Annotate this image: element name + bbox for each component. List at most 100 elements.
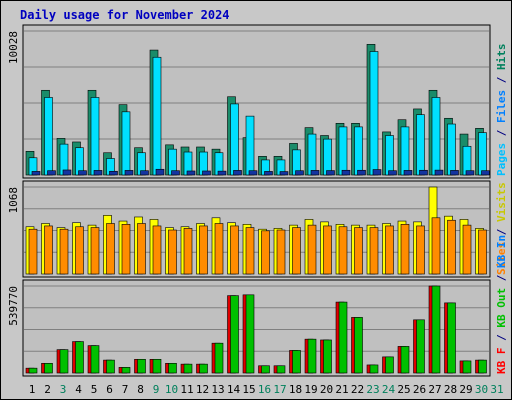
bar-sites-sites-day-11	[183, 228, 193, 275]
legend-item-kbytes-1: /	[495, 274, 508, 288]
bar-hits-files-day-15	[245, 115, 255, 176]
bar-hits-pages-day-11	[186, 170, 196, 176]
bar-kbytes-kb-out-day-1	[28, 367, 38, 374]
panel-hits-legend: Pages / Files / Hits	[495, 44, 508, 177]
bar-kbytes-kb-out-day-2	[44, 363, 53, 374]
panel-sites-legend: Sites / Visits	[495, 182, 508, 275]
bar-hits-pages-day-24	[388, 170, 397, 176]
bar-hits-pages-day-3	[62, 169, 72, 176]
bar-hits-pages-day-28	[450, 170, 459, 176]
bar-kbytes-kb-out-day-8	[137, 358, 146, 374]
bar-hits-pages-day-27	[434, 169, 444, 176]
bar-kbytes-kb-out-day-14	[230, 295, 239, 374]
day-label-19: 19	[304, 383, 317, 396]
bar-sites-sites-day-3	[59, 228, 69, 275]
bar-sites-sites-day-9	[152, 225, 162, 275]
bar-hits-pages-day-10	[171, 170, 180, 176]
bar-sites-sites-day-10	[168, 229, 177, 275]
bar-hits-pages-day-7	[124, 170, 134, 176]
bar-hits-files-day-26	[416, 114, 425, 176]
bar-sites-sites-day-22	[354, 227, 363, 275]
legend-item-kbytes-4: KB F	[495, 348, 508, 375]
bar-hits-pages-day-21	[341, 169, 351, 176]
legend-item-kbytes-2: KB Out	[495, 288, 508, 334]
chart-title: Daily usage for November 2024	[20, 8, 230, 22]
bar-sites-sites-day-15	[245, 227, 255, 275]
day-label-13: 13	[211, 383, 224, 396]
bar-hits-pages-day-20	[326, 170, 335, 176]
bar-hits-files-day-22	[354, 126, 363, 176]
bar-kbytes-kb-out-day-18	[292, 350, 301, 374]
bar-hits-pages-day-8	[140, 170, 149, 176]
bar-kbytes-kb-out-day-24	[385, 356, 394, 374]
bar-hits-files-day-30	[478, 132, 487, 176]
bar-kbytes-kb-out-day-9	[152, 358, 162, 374]
bar-hits-files-day-28	[447, 123, 456, 176]
legend-item-kbytes-0: KB In	[495, 235, 508, 275]
bar-hits-files-day-9	[152, 56, 162, 176]
day-label-2: 2	[44, 383, 51, 396]
bar-kbytes-kb-out-day-22	[354, 317, 363, 374]
day-label-6: 6	[106, 383, 113, 396]
bar-sites-sites-day-7	[121, 224, 131, 275]
panel-hits-background	[22, 24, 491, 179]
day-label-15: 15	[242, 383, 255, 396]
bar-sites-sites-day-23	[369, 227, 379, 275]
day-label-9: 9	[153, 383, 160, 396]
day-label-3: 3	[60, 383, 67, 396]
bar-kbytes-kb-out-day-19	[307, 338, 317, 374]
bar-hits-pages-day-17	[279, 171, 289, 176]
bar-hits-pages-day-13	[217, 170, 227, 176]
bar-sites-sites-day-12	[199, 225, 208, 275]
bar-kbytes-kb-out-day-13	[214, 342, 224, 374]
bar-hits-pages-day-2	[47, 170, 56, 176]
legend-item-hits-4: Pages	[495, 143, 508, 176]
day-label-18: 18	[289, 383, 302, 396]
bar-kbytes-kb-out-day-17	[276, 365, 286, 374]
bar-hits-files-day-2	[44, 97, 53, 176]
bar-sites-sites-day-14	[230, 225, 239, 275]
day-label-21: 21	[335, 383, 348, 396]
bar-kbytes-kb-out-day-21	[338, 301, 348, 374]
bar-sites-sites-day-5	[90, 227, 100, 275]
day-label-24: 24	[382, 383, 396, 396]
bar-kbytes-kb-out-day-28	[447, 302, 456, 374]
bar-hits-pages-day-25	[403, 170, 413, 176]
bar-sites-sites-day-19	[307, 224, 317, 275]
legend-item-hits-1: /	[495, 76, 508, 90]
panel-kbytes-background	[22, 279, 491, 377]
bar-hits-files-day-14	[230, 103, 239, 176]
legend-item-hits-2: Files	[495, 90, 508, 130]
bar-kbytes-kb-out-day-4	[75, 341, 84, 374]
legend-item-hits-0: Hits	[495, 44, 508, 77]
day-label-11: 11	[180, 383, 193, 396]
bar-hits-pages-day-14	[233, 170, 242, 176]
bar-kbytes-kb-out-day-27	[431, 285, 441, 374]
bar-kbytes-kb-out-day-25	[400, 346, 410, 374]
legend-item-hits-3: /	[495, 129, 508, 143]
bar-hits-files-day-25	[400, 126, 410, 176]
day-label-25: 25	[397, 383, 410, 396]
bar-hits-pages-day-1	[31, 171, 41, 176]
bar-sites-sites-day-26	[416, 225, 425, 275]
bar-sites-sites-day-17	[276, 229, 286, 275]
panel-sites-background	[22, 180, 491, 278]
legend-item-sites-0: Visits	[495, 182, 508, 228]
bar-sites-sites-day-27	[431, 217, 441, 275]
bar-kbytes-kb-out-day-11	[183, 363, 193, 374]
legend-item-sites-2: Sites	[495, 242, 508, 275]
bar-kbytes-kb-out-day-15	[245, 294, 255, 374]
day-label-31: 31	[490, 383, 503, 396]
bar-hits-files-day-27	[431, 97, 441, 176]
day-label-28: 28	[444, 383, 457, 396]
bar-sites-sites-day-13	[214, 223, 224, 275]
bar-hits-pages-day-26	[419, 169, 428, 176]
bar-hits-pages-day-18	[295, 170, 304, 176]
bar-sites-sites-day-20	[323, 225, 332, 275]
bar-hits-pages-day-4	[78, 170, 87, 176]
bar-kbytes-kb-out-day-12	[199, 363, 208, 374]
bar-hits-pages-day-5	[93, 170, 103, 176]
bar-sites-sites-day-25	[400, 224, 410, 275]
bar-kbytes-kb-out-day-6	[106, 359, 115, 374]
